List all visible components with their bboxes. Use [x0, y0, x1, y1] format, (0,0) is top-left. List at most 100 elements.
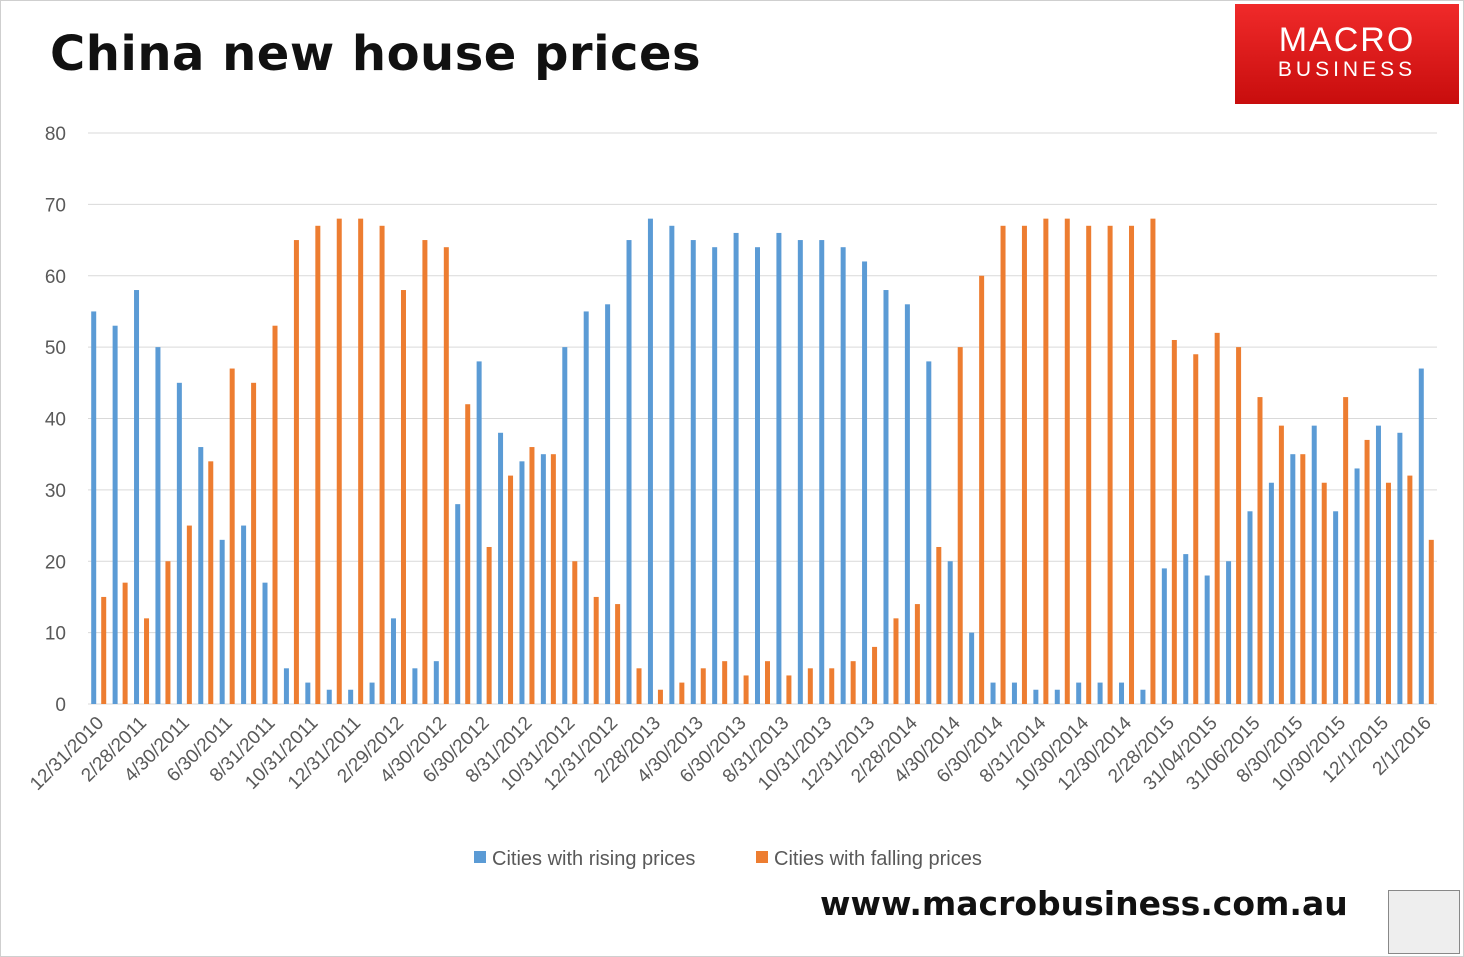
- wolf-logo-icon: [1388, 890, 1460, 954]
- macrobusiness-logo: MACRO BUSINESS: [1235, 4, 1459, 104]
- bar-rising: [519, 461, 525, 704]
- bar-falling: [979, 275, 985, 704]
- logo-line-business: BUSINESS: [1277, 58, 1417, 81]
- bar-rising: [283, 668, 289, 704]
- bar-falling: [957, 347, 963, 705]
- bar-falling: [679, 682, 685, 704]
- bar-rising: [583, 311, 589, 704]
- bar-falling: [636, 668, 642, 704]
- bar-falling: [850, 661, 856, 704]
- bar-falling: [379, 225, 385, 705]
- bar-falling: [807, 668, 813, 704]
- bar-rising: [1161, 568, 1167, 704]
- bar-rising: [840, 247, 846, 704]
- bar-falling: [743, 675, 749, 704]
- bar-falling: [229, 368, 235, 704]
- bar-falling: [208, 461, 214, 704]
- bar-rising: [690, 240, 696, 704]
- y-tick-label: 70: [45, 195, 66, 216]
- bar-falling: [1021, 225, 1027, 705]
- bar-falling: [400, 290, 406, 704]
- bar-rising: [476, 361, 482, 704]
- bar-rising: [1268, 482, 1274, 704]
- bar-falling: [1043, 218, 1049, 704]
- bar-rising: [969, 632, 975, 705]
- bar-rising: [819, 240, 825, 704]
- bar-rising: [1097, 682, 1103, 704]
- bar-falling: [572, 561, 578, 704]
- y-tick-label: 10: [45, 624, 66, 645]
- bar-falling: [1171, 339, 1177, 704]
- bar-falling: [1064, 218, 1070, 704]
- bar-rising: [1033, 689, 1039, 704]
- bar-falling: [1000, 225, 1006, 705]
- bar-falling: [486, 546, 492, 704]
- legend-swatch-falling: [756, 851, 768, 863]
- bar-falling: [914, 604, 920, 704]
- bar-falling: [529, 447, 535, 704]
- bar-falling: [272, 325, 278, 704]
- y-tick-label: 60: [45, 267, 66, 288]
- x-axis-ticks: 12/31/20102/28/20114/30/20116/30/20118/3…: [26, 712, 1436, 794]
- bar-rising: [626, 240, 632, 704]
- y-tick-label: 30: [45, 481, 66, 502]
- bar-falling: [1385, 482, 1391, 704]
- bar-rising: [112, 325, 118, 704]
- bar-rising: [498, 432, 504, 704]
- bar-rising: [1204, 575, 1210, 704]
- bar-rising: [797, 240, 803, 704]
- bar-rising: [1375, 425, 1381, 704]
- bar-falling: [1107, 225, 1113, 705]
- bar-rising: [862, 261, 868, 704]
- bar-rising: [91, 311, 97, 704]
- bar-falling: [465, 404, 471, 704]
- gridlines: [88, 132, 1437, 705]
- bar-rising: [369, 682, 375, 704]
- bar-rising: [1247, 511, 1253, 704]
- bar-rising: [390, 618, 396, 704]
- y-tick-label: 0: [55, 695, 66, 716]
- bar-falling: [293, 240, 299, 704]
- bar-rising: [1183, 554, 1189, 704]
- bar-falling: [700, 668, 706, 704]
- legend-label-falling: Cities with falling prices: [774, 848, 982, 870]
- bar-falling: [1428, 539, 1434, 704]
- bar-rising: [883, 290, 889, 704]
- bar-rising: [1354, 468, 1360, 704]
- bar-rising: [1140, 689, 1146, 704]
- bar-rising: [1054, 689, 1060, 704]
- legend-swatch-rising: [474, 851, 486, 863]
- bar-rising: [733, 232, 739, 704]
- bar-rising: [348, 689, 354, 704]
- bar-falling: [1214, 332, 1220, 704]
- bar-rising: [1397, 432, 1403, 704]
- bar-rising: [755, 247, 760, 704]
- bar-rising: [219, 539, 225, 704]
- bar-rising: [134, 290, 140, 704]
- bar-falling: [101, 596, 107, 704]
- bar-rising: [1311, 425, 1317, 704]
- bar-rising: [176, 382, 182, 704]
- bar-rising: [990, 682, 996, 704]
- bar-falling: [893, 618, 899, 704]
- logo-line-macro: MACRO: [1278, 21, 1416, 59]
- bar-rising: [305, 682, 311, 704]
- bar-falling: [1086, 225, 1092, 705]
- bar-falling: [657, 689, 663, 704]
- bar-rising: [1119, 682, 1125, 704]
- bar-rising: [1011, 682, 1017, 704]
- bar-rising: [605, 304, 611, 704]
- bar-falling: [122, 582, 128, 704]
- bar-rising: [455, 504, 461, 704]
- bar-falling: [786, 675, 792, 704]
- bar-falling: [1364, 439, 1370, 704]
- bar-rising: [262, 582, 268, 704]
- bar-rising: [1290, 454, 1296, 704]
- website-url: www.macrobusiness.com.au: [820, 884, 1348, 923]
- bar-rising: [1418, 368, 1424, 704]
- legend-label-rising: Cities with rising prices: [492, 848, 695, 870]
- bar-falling: [251, 382, 257, 704]
- bar-rising: [926, 361, 932, 704]
- bars: [91, 218, 1434, 705]
